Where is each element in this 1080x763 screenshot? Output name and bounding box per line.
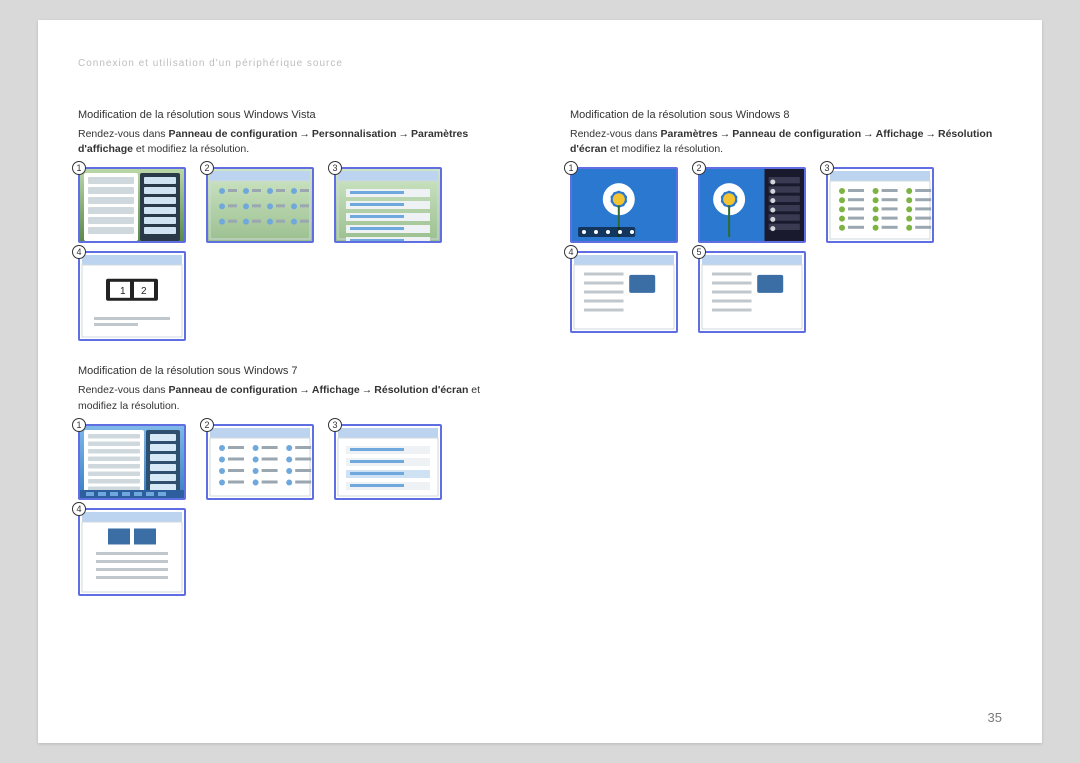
thumb-w8-charm: 1	[570, 167, 678, 243]
step-badge: 3	[328, 418, 342, 432]
win8-thumbs: 123 45	[570, 167, 1002, 333]
win8-title: Modification de la résolution sous Windo…	[570, 109, 1002, 121]
thumb-w8-disp: 4	[570, 251, 678, 333]
win7-title: Modification de la résolution sous Windo…	[78, 365, 510, 377]
thumb-row: 123	[570, 167, 1002, 243]
thumb-row: 4	[78, 508, 510, 596]
thumb-row: 1 23	[78, 424, 510, 500]
screenshot-thumb: 12	[78, 251, 186, 341]
screenshot-thumb	[206, 424, 314, 500]
screenshot-thumb	[78, 167, 186, 243]
win7-block: Modification de la résolution sous Windo…	[78, 365, 510, 595]
screenshot-thumb	[698, 251, 806, 333]
thumb-row: 45	[570, 251, 1002, 333]
win7-thumbs: 1 23 4	[78, 424, 510, 596]
manual-page: Connexion et utilisation d'un périphériq…	[38, 20, 1042, 743]
screenshot-thumb	[78, 424, 186, 500]
left-column: Modification de la résolution sous Windo…	[78, 105, 510, 600]
step-badge: 2	[200, 418, 214, 432]
screenshot-thumb	[334, 424, 442, 500]
stage: Connexion et utilisation d'un périphériq…	[0, 0, 1080, 763]
thumb-w7-disp: 3	[334, 424, 442, 500]
screenshot-thumb	[698, 167, 806, 243]
thumb-row: 412	[78, 251, 510, 341]
right-column: Modification de la résolution sous Windo…	[570, 105, 1002, 600]
page-number: 35	[988, 710, 1002, 725]
thumb-w7-res: 4	[78, 508, 186, 596]
win8-block: Modification de la résolution sous Windo…	[570, 109, 1002, 333]
screenshot-thumb	[334, 167, 442, 243]
win8-body: Rendez-vous dans Paramètres→Panneau de c…	[570, 127, 1002, 157]
vista-thumbs: 1 2 3 412	[78, 167, 510, 341]
thumb-vista-start: 1	[78, 167, 186, 243]
vista-title: Modification de la résolution sous Windo…	[78, 109, 510, 121]
thumb-w8-res: 5	[698, 251, 806, 333]
thumb-w8-settings: 2	[698, 167, 806, 243]
screenshot-thumb	[826, 167, 934, 243]
thumb-vista-cpl: 2	[206, 167, 314, 243]
svg-text:1: 1	[120, 286, 126, 297]
screenshot-thumb	[570, 167, 678, 243]
screenshot-thumb	[206, 167, 314, 243]
step-badge: 4	[72, 502, 86, 516]
thumb-vista-person: 3	[334, 167, 442, 243]
screenshot-thumb	[78, 508, 186, 596]
thumb-row: 1 2 3	[78, 167, 510, 243]
thumb-w7-start: 1	[78, 424, 186, 500]
thumb-w8-cpl: 3	[826, 167, 934, 243]
step-badge: 1	[72, 418, 86, 432]
screenshot-thumb	[570, 251, 678, 333]
thumb-vista-display: 412	[78, 251, 186, 341]
vista-block: Modification de la résolution sous Windo…	[78, 109, 510, 341]
two-columns: Modification de la résolution sous Windo…	[78, 105, 1002, 600]
vista-body: Rendez-vous dans Panneau de configuratio…	[78, 127, 510, 157]
thumb-w7-cpl: 2	[206, 424, 314, 500]
win7-body: Rendez-vous dans Panneau de configuratio…	[78, 383, 510, 413]
svg-text:2: 2	[141, 286, 147, 297]
section-header: Connexion et utilisation d'un périphériq…	[78, 58, 1002, 69]
